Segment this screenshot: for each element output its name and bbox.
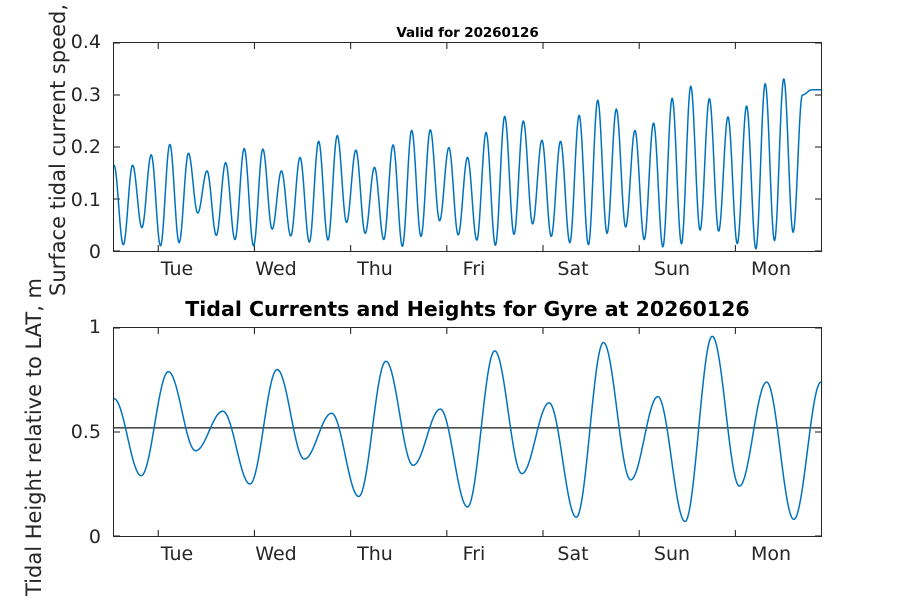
x-tick-height-thu: Thu bbox=[357, 543, 393, 565]
y-tick-current-2: 0.2 bbox=[70, 136, 101, 158]
x-tick-current-thu: Thu bbox=[357, 258, 393, 280]
current-x-tick-labels: Tue Wed Thu Fri Sat Sun Mon bbox=[0, 258, 900, 284]
x-tick-current-sat: Sat bbox=[557, 258, 589, 280]
x-tick-height-mon: Mon bbox=[750, 543, 792, 565]
y-tick-current-3: 0.1 bbox=[70, 188, 101, 211]
current-speed-plot-area bbox=[113, 42, 822, 252]
y-tick-current-0: 0.4 bbox=[70, 31, 101, 53]
x-tick-height-sat: Sat bbox=[557, 543, 589, 565]
x-tick-current-wed: Wed bbox=[255, 258, 297, 280]
x-tick-height-sun: Sun bbox=[653, 543, 691, 565]
y-tick-current-1: 0.3 bbox=[70, 83, 101, 106]
current-panel-title: Valid for 20260126 bbox=[396, 25, 539, 41]
y-tick-height-2: 0 bbox=[88, 526, 101, 548]
height-y-tick-labels: 1 0.5 0 bbox=[0, 0, 108, 548]
tidal-height-curve-svg bbox=[114, 328, 821, 536]
x-tick-current-fri: Fri bbox=[462, 258, 486, 280]
x-tick-current-tue: Tue bbox=[160, 258, 194, 280]
height-x-tick-labels: Tue Wed Thu Fri Sat Sun Mon bbox=[0, 543, 900, 569]
x-tick-height-wed: Wed bbox=[255, 543, 297, 565]
y-tick-height-0: 1 bbox=[88, 316, 101, 338]
x-tick-current-sun: Sun bbox=[653, 258, 691, 280]
figure-title: Tidal Currents and Heights for Gyre at 2… bbox=[185, 297, 750, 321]
current-y-axis-label: Surface tidal current speed, kn bbox=[46, 0, 70, 296]
x-tick-height-fri: Fri bbox=[462, 543, 486, 565]
current-speed-curve-svg bbox=[114, 43, 821, 251]
current-y-tick-labels: 0.4 0.3 0.2 0.1 0 bbox=[0, 0, 108, 263]
tidal-height-plot-area bbox=[113, 327, 822, 537]
height-y-axis-label: Tidal Height relative to LAT, m bbox=[22, 277, 46, 596]
x-tick-height-tue: Tue bbox=[160, 543, 194, 565]
x-tick-current-mon: Mon bbox=[750, 258, 792, 280]
y-tick-height-1: 0.5 bbox=[70, 421, 101, 443]
y-tick-current-4: 0 bbox=[88, 241, 101, 263]
